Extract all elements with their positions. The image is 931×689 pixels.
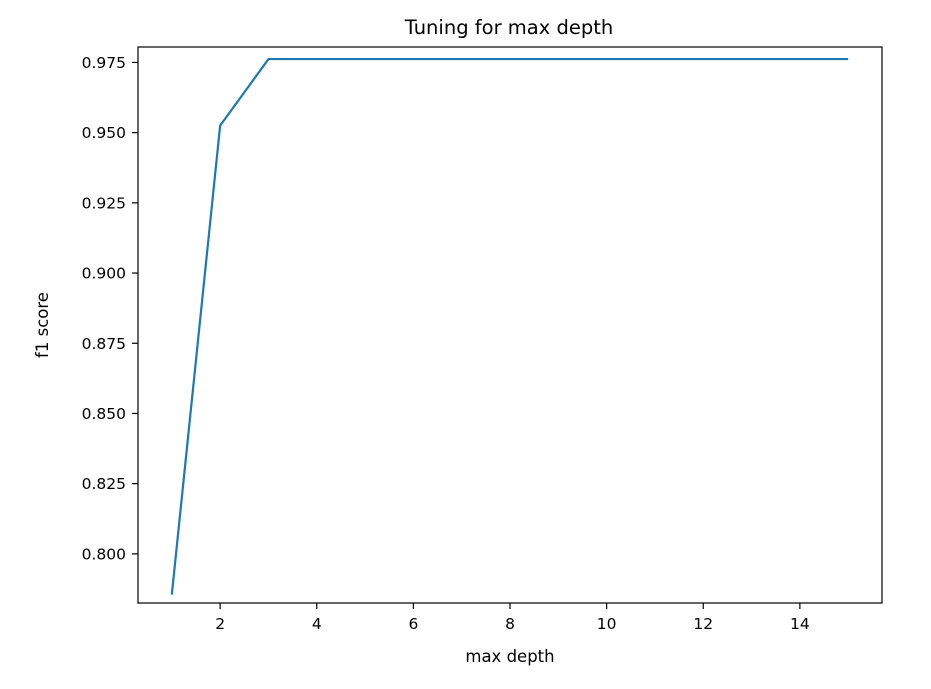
- x-axis-title: max depth: [465, 647, 554, 666]
- x-axis: 2 4 6 8 10 12 14: [215, 603, 810, 633]
- y-tick-label: 0.950: [82, 124, 126, 142]
- y-tick-label: 0.850: [82, 405, 126, 423]
- x-tick-label: 10: [597, 615, 617, 633]
- x-tick-label: 8: [505, 615, 515, 633]
- x-tick-label: 12: [693, 615, 713, 633]
- x-tick-label: 4: [312, 615, 322, 633]
- y-axis-title: f1 score: [33, 292, 52, 358]
- y-tick-label: 0.900: [82, 265, 126, 283]
- y-tick-label: 0.800: [82, 545, 126, 563]
- y-tick-label: 0.875: [82, 335, 126, 353]
- x-tick-label: 14: [790, 615, 810, 633]
- x-tick-label: 6: [408, 615, 418, 633]
- plot-frame: [137, 46, 883, 604]
- x-tick-label: 2: [215, 615, 225, 633]
- y-axis: 0.800 0.825 0.850 0.875 0.900 0.925 0.950 0.975: [82, 54, 138, 563]
- series-line: [170, 57, 849, 595]
- chart-title: Tuning for max depth: [404, 16, 613, 39]
- y-tick-label: 0.925: [82, 194, 126, 212]
- y-tick-label: 0.825: [82, 475, 126, 493]
- series-layer: [170, 57, 849, 595]
- y-tick-label: 0.975: [82, 54, 126, 72]
